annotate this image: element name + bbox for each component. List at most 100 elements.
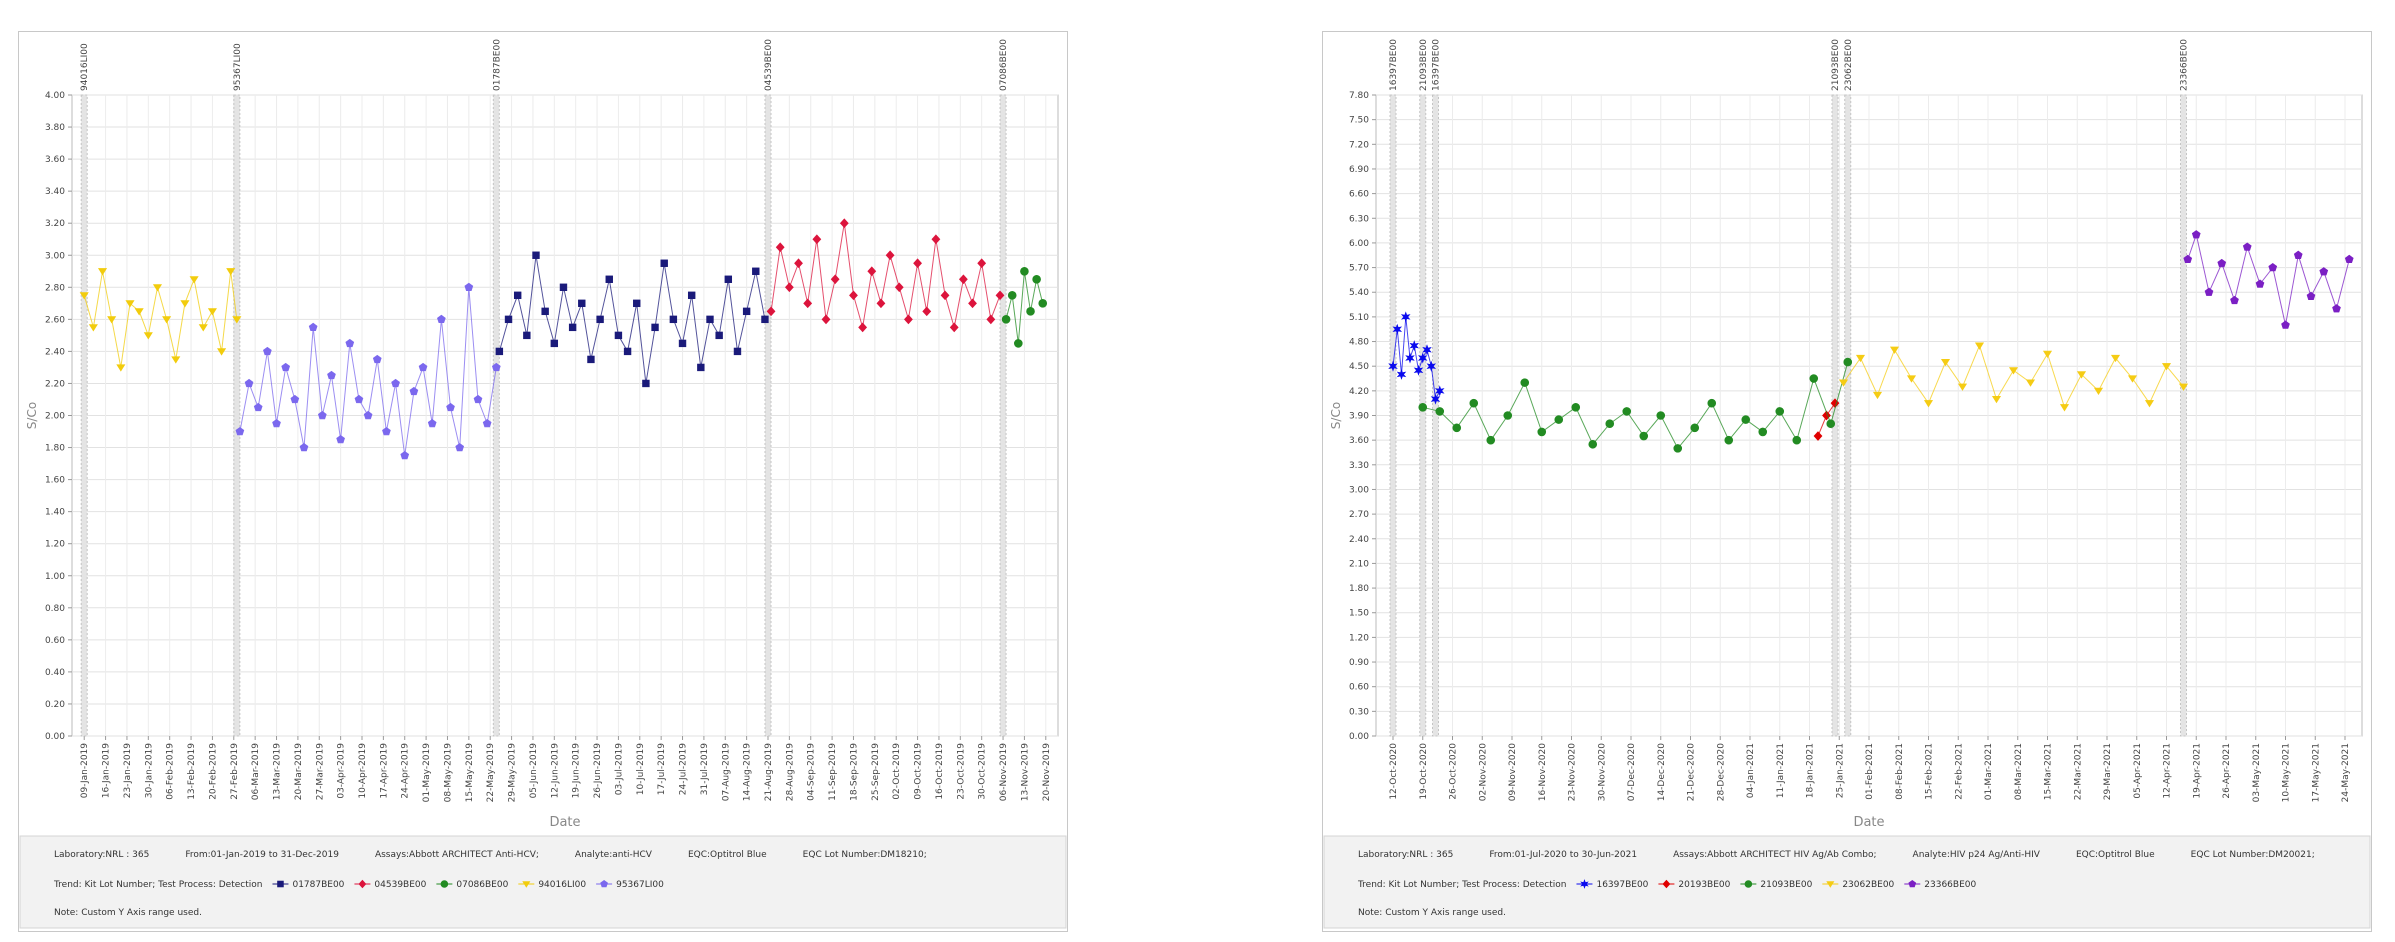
marker xyxy=(1418,402,1428,412)
marker xyxy=(876,298,886,309)
x-tick-label: 27-Feb-2019 xyxy=(230,743,240,800)
marker xyxy=(427,418,437,428)
x-tick-label: 10-May-2021 xyxy=(2282,743,2292,802)
marker xyxy=(687,291,696,300)
marker xyxy=(290,394,300,404)
marker xyxy=(134,308,144,316)
marker xyxy=(504,315,513,324)
x-tick-label: 19-Jun-2019 xyxy=(572,743,582,799)
marker xyxy=(784,282,794,293)
y-tick-label: 4.00 xyxy=(45,91,65,101)
marker xyxy=(446,402,455,412)
marker xyxy=(1906,375,1917,383)
marker xyxy=(2293,250,2303,259)
legend-label: 20193BE00 xyxy=(1678,880,1730,890)
y-tick-label: 7.20 xyxy=(1349,140,1369,150)
marker xyxy=(272,418,281,428)
marker xyxy=(623,347,632,356)
x-axis-label: Date xyxy=(549,815,580,830)
y-tick-label: 1.20 xyxy=(45,540,65,550)
lot-change-band xyxy=(492,94,500,737)
marker xyxy=(171,356,181,364)
marker xyxy=(125,300,135,308)
marker xyxy=(491,362,501,372)
marker xyxy=(913,258,922,269)
marker xyxy=(1889,346,1900,354)
marker xyxy=(2281,320,2290,329)
marker xyxy=(614,331,623,340)
marker xyxy=(1537,427,1547,437)
marker xyxy=(821,314,831,325)
y-tick-label: 0.40 xyxy=(45,668,65,678)
marker xyxy=(2332,304,2341,313)
marker xyxy=(79,292,89,300)
marker xyxy=(2344,254,2354,264)
marker xyxy=(1813,431,1823,441)
lot-change-label: 04539BE00 xyxy=(764,39,774,91)
marker xyxy=(995,290,1005,301)
x-tick-label: 12-Apr-2021 xyxy=(2163,743,2173,799)
marker xyxy=(1991,395,2002,404)
marker xyxy=(940,290,950,301)
legend-marker xyxy=(1662,879,1671,889)
marker xyxy=(473,394,483,404)
lot-change-band xyxy=(80,94,88,737)
x-tick-label: 11-Sep-2019 xyxy=(828,743,838,801)
marker xyxy=(1809,374,1819,383)
marker xyxy=(1775,407,1785,416)
marker xyxy=(587,355,595,364)
marker xyxy=(2242,242,2252,251)
x-tick-label: 19-Apr-2021 xyxy=(2192,743,2202,799)
marker xyxy=(116,364,126,372)
x-tick-label: 09-Oct-2019 xyxy=(914,743,924,800)
lot-change-label: 95367LI00 xyxy=(233,43,243,91)
x-tick-label: 13-Nov-2019 xyxy=(1020,743,1030,801)
y-tick-label: 1.40 xyxy=(45,508,65,518)
x-tick-label: 25-Jan-2021 xyxy=(1835,743,1845,798)
marker xyxy=(812,234,822,245)
marker xyxy=(189,276,199,284)
x-tick-label: 22-Mar-2021 xyxy=(2073,743,2083,800)
marker xyxy=(1673,444,1683,453)
y-tick-label: 2.40 xyxy=(45,347,65,357)
y-tick-label: 2.10 xyxy=(1349,559,1369,569)
marker xyxy=(482,418,492,428)
x-tick-label: 10-Apr-2019 xyxy=(358,743,368,799)
marker xyxy=(2042,350,2053,359)
lot-change-label: 21093BE00 xyxy=(1831,39,1841,91)
marker xyxy=(2076,371,2087,379)
marker xyxy=(867,266,877,277)
x-tick-label: 15-Feb-2021 xyxy=(1925,743,1935,800)
marker xyxy=(550,339,559,348)
x-tick-label: 21-Dec-2020 xyxy=(1687,743,1697,802)
marker xyxy=(2204,287,2214,296)
x-tick-label: 13-Mar-2019 xyxy=(273,743,283,801)
marker xyxy=(437,314,446,324)
x-tick-label: 29-Mar-2021 xyxy=(2103,743,2113,800)
y-tick-label: 1.80 xyxy=(45,444,65,454)
x-tick-label: 07-Aug-2019 xyxy=(721,743,731,802)
legend-marker xyxy=(1826,881,1835,888)
marker xyxy=(766,306,776,317)
y-tick-label: 5.40 xyxy=(1349,288,1369,298)
marker xyxy=(1396,368,1407,380)
x-tick-label: 30-Oct-2019 xyxy=(978,743,988,800)
lot-change-label: 16397BE00 xyxy=(1389,39,1399,91)
marker xyxy=(1422,344,1432,356)
chart-panel: 0.00 0.30 0.60 0.90 1.20 1.50 1.80 2.10 2.40 2.70… xyxy=(1322,31,2372,932)
marker xyxy=(1855,354,1866,363)
x-tick-label: 05-Jun-2019 xyxy=(529,743,539,799)
marker xyxy=(1020,266,1029,276)
marker xyxy=(633,299,641,308)
marker xyxy=(2230,295,2239,305)
x-tick-label: 04-Jan-2021 xyxy=(1746,743,1756,798)
x-tick-label: 03-Apr-2019 xyxy=(337,743,347,799)
marker xyxy=(1435,407,1445,416)
marker xyxy=(107,316,117,324)
x-tick-label: 31-Jul-2019 xyxy=(700,743,710,795)
y-tick-label: 1.00 xyxy=(45,572,65,582)
marker xyxy=(733,347,742,356)
marker xyxy=(308,322,318,332)
y-tick-label: 0.80 xyxy=(45,604,65,614)
y-tick-label: 4.80 xyxy=(1349,338,1369,348)
